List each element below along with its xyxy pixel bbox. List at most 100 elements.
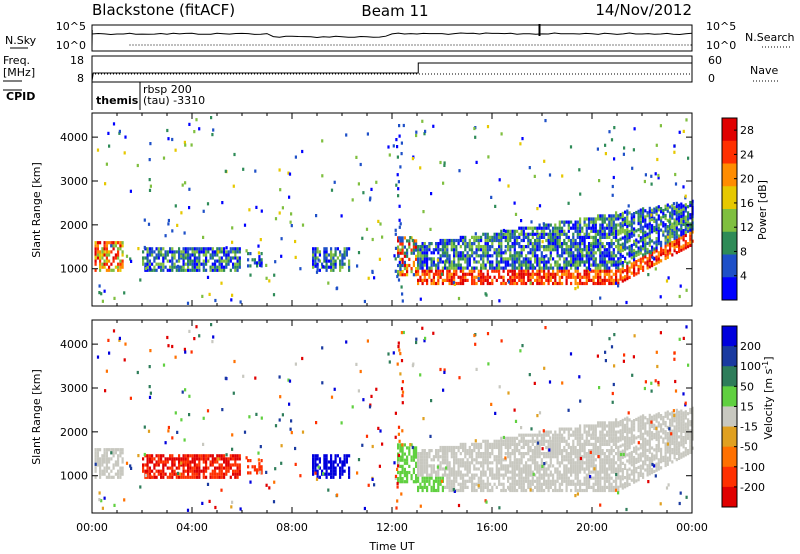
power-cell [574, 275, 577, 279]
power-cell [603, 263, 606, 267]
power-cell [412, 260, 415, 264]
power-cell [653, 225, 656, 230]
power-cell [224, 169, 227, 173]
velocity-cell [211, 472, 214, 476]
velocity-cell [225, 460, 228, 464]
velocity-cell [637, 475, 640, 479]
velocity-cell [480, 479, 483, 483]
velocity-cell [457, 482, 460, 486]
velocity-cell [655, 453, 658, 457]
power-cell [417, 251, 420, 255]
velocity-cell [498, 479, 501, 483]
power-cell [378, 257, 381, 261]
velocity-cell [552, 449, 555, 453]
power-cell [462, 281, 465, 286]
power-cell [572, 275, 575, 279]
nsky-tick-bottom: 10^0 [56, 39, 86, 52]
velocity-cell [675, 408, 678, 412]
power-cell [666, 218, 669, 222]
velocity-cell [453, 452, 456, 456]
velocity-cell [455, 473, 458, 477]
power-cell [146, 253, 149, 257]
velocity-cell [121, 460, 124, 464]
power-cell [486, 248, 489, 252]
velocity-cell [513, 473, 516, 477]
power-cell [146, 259, 149, 263]
power-cell [444, 248, 447, 252]
velocity-cell [585, 458, 588, 462]
velocity-cell [101, 457, 104, 461]
velocity-cell [648, 423, 651, 427]
velocity-cell [601, 433, 604, 437]
velocity-cell [486, 464, 489, 468]
velocity-cell [664, 411, 667, 415]
velocity-cell [543, 433, 546, 437]
power-cell [581, 260, 584, 264]
power-cell [642, 210, 645, 214]
power-cell [491, 281, 494, 286]
power-cell [540, 235, 543, 239]
velocity-cell [223, 460, 226, 464]
power-cell [621, 224, 624, 228]
velocity-cell [588, 439, 591, 443]
power-cell [527, 235, 530, 239]
velocity-cell [339, 472, 342, 476]
power-cell [446, 269, 449, 273]
power-cell [651, 217, 654, 222]
power-cell [630, 250, 633, 254]
power-cell [597, 229, 600, 233]
velocity-cell [534, 479, 537, 483]
power-cell [603, 220, 606, 224]
power-cell [668, 220, 671, 224]
velocity-cell [336, 463, 339, 467]
velocity-cell [121, 466, 124, 470]
velocity-cell [325, 466, 328, 470]
velocity-cell [151, 475, 154, 479]
power-cell [96, 148, 100, 152]
velocity-cell [439, 464, 442, 468]
velocity-cell [644, 456, 647, 460]
velocity-cell [574, 485, 577, 489]
power-cell [662, 233, 665, 237]
power-cell [464, 248, 467, 252]
power-cell [615, 232, 618, 236]
velocity-cell [680, 415, 683, 419]
power-cell [610, 138, 614, 142]
velocity-cell [549, 430, 552, 434]
power-cell [673, 218, 676, 222]
velocity-cell [193, 463, 196, 467]
power-cell [599, 223, 602, 227]
power-cell [502, 278, 505, 282]
velocity-cell [153, 463, 156, 467]
power-cell [651, 264, 654, 268]
power-cell [531, 235, 534, 239]
velocity-cell [498, 482, 501, 486]
velocity-cell [459, 452, 462, 456]
power-cell [162, 253, 165, 257]
velocity-cell [205, 460, 208, 464]
velocity-cell [610, 464, 613, 468]
power-cell [448, 281, 451, 286]
velocity-cell [227, 466, 230, 470]
power-cell [486, 242, 489, 246]
power-cell [432, 257, 435, 261]
power-cell [657, 226, 660, 230]
power-cell [202, 259, 205, 263]
velocity-cell [583, 488, 586, 493]
power-cell [101, 256, 104, 260]
velocity-cell [119, 472, 122, 476]
power-cell [480, 278, 483, 282]
power-cell [678, 209, 681, 214]
power-cell [603, 217, 606, 221]
velocity-cell [205, 466, 208, 470]
power-cell [653, 250, 656, 254]
velocity-cell [642, 472, 645, 476]
power-cell [648, 219, 651, 223]
velocity-cell [218, 466, 221, 470]
power-cell [657, 254, 660, 258]
velocity-cell [540, 461, 543, 465]
power-cell [685, 288, 688, 292]
date-title: 14/Nov/2012 [595, 1, 692, 19]
velocity-cell [193, 466, 196, 470]
power-cell [594, 242, 597, 246]
